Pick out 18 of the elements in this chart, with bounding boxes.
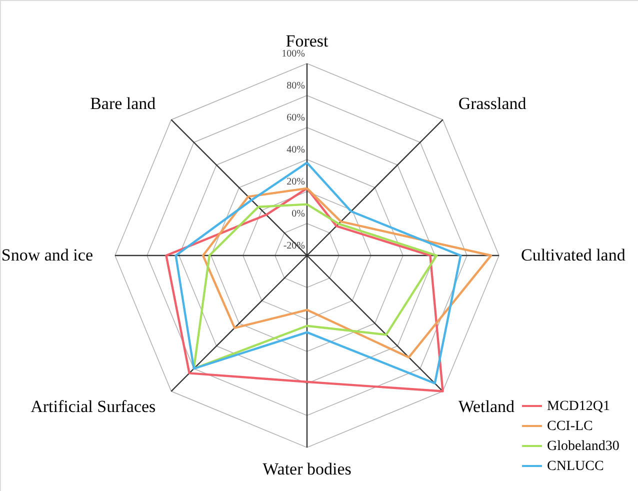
spoke-label: Forest [286, 32, 329, 50]
legend-label: MCD12Q1 [547, 399, 610, 414]
y-tick-label: 0% [292, 208, 305, 220]
spoke-label: Grassland [458, 94, 527, 114]
spoke-label: Artificial Surfaces [30, 396, 156, 416]
spoke-label: Bare land [90, 94, 156, 114]
legend-label: Globeland30 [547, 439, 620, 454]
legend-label: CCI-LC [547, 419, 593, 434]
legend-label: CNLUCC [547, 459, 604, 474]
spoke-label: Wetland [458, 396, 516, 416]
y-tick-label: 100% [282, 48, 305, 60]
spoke-label: Cultivated land [521, 246, 626, 264]
y-tick-label: 60% [286, 112, 305, 124]
y-tick-label: 20% [286, 176, 305, 188]
y-tick-label: 80% [286, 80, 305, 92]
spoke-label: Snow and ice [1, 246, 93, 264]
spoke-label: Water bodies [262, 460, 352, 478]
y-tick-label: 40% [286, 144, 305, 156]
